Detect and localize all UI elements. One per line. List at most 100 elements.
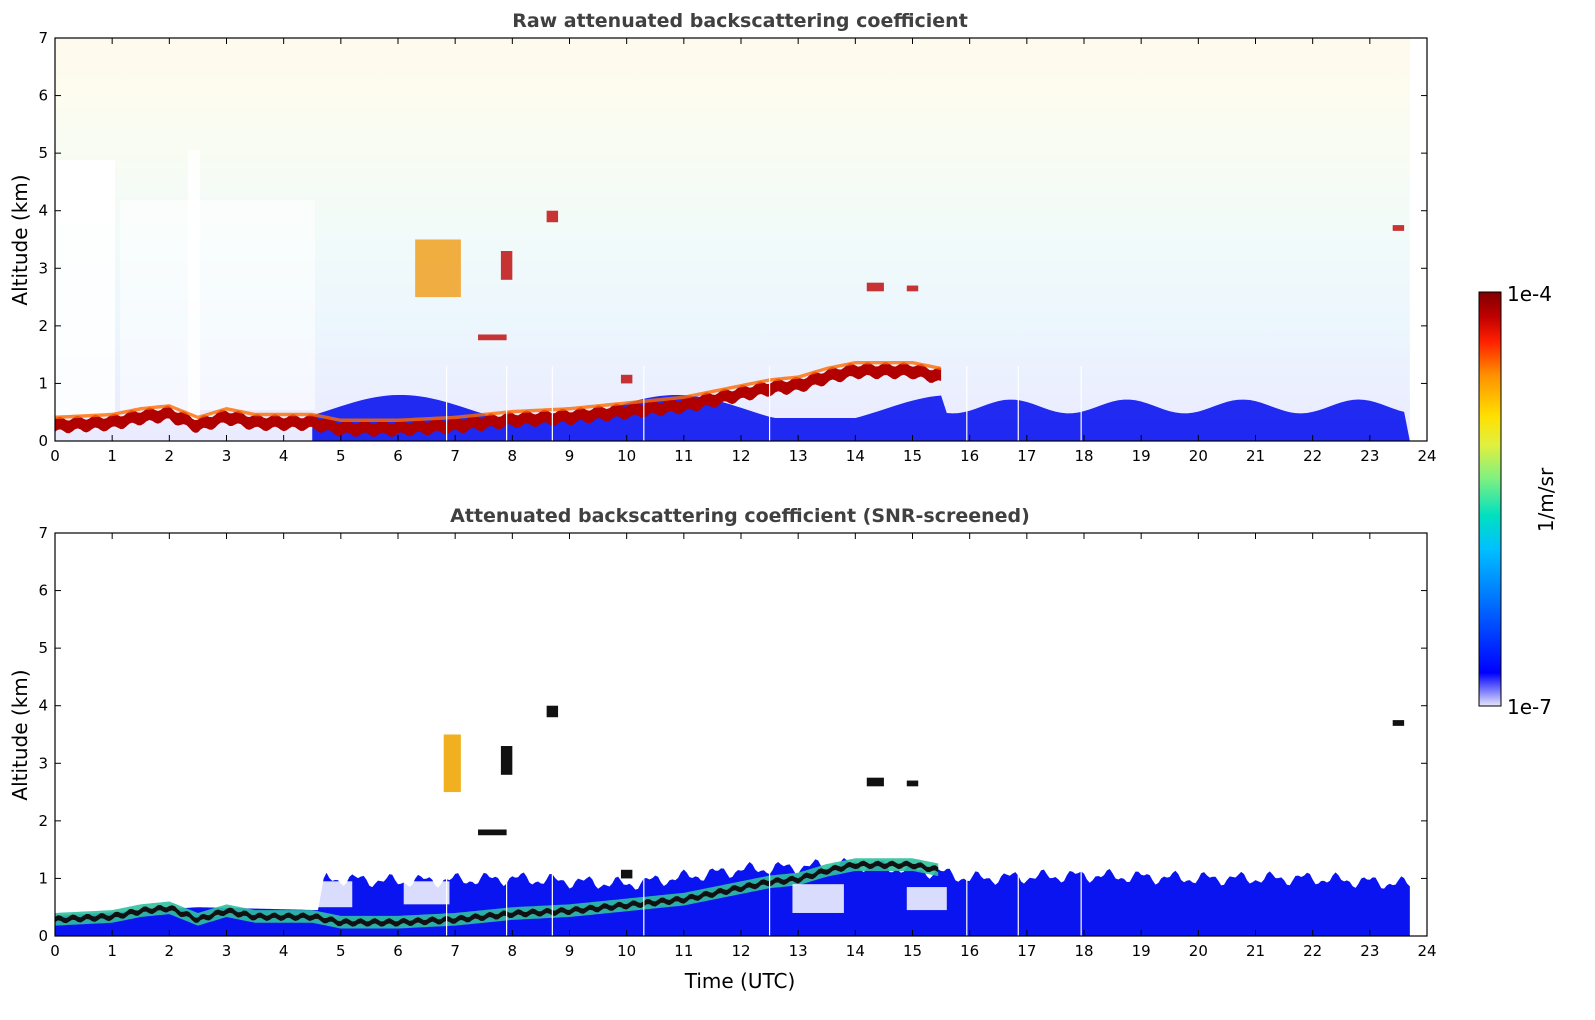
- x-tick-label: 17: [1017, 447, 1036, 465]
- raw-elevated-feature: [906, 285, 919, 292]
- screened-elevated-feature: [478, 829, 507, 836]
- raw-elevated-feature: [500, 251, 513, 280]
- x-tick-label: 11: [674, 447, 693, 465]
- raw-early-clear-region: [55, 160, 115, 415]
- y-tick-label: 1: [38, 869, 48, 887]
- x-tick-label: 17: [1017, 942, 1036, 960]
- screened-elevated-feature: [866, 777, 884, 787]
- raw-boundary-layer-top: [55, 362, 942, 437]
- x-tick-label: 4: [279, 447, 289, 465]
- x-tick-label: 2: [165, 942, 175, 960]
- x-tick-label: 22: [1303, 447, 1322, 465]
- x-tick-label: 6: [393, 447, 403, 465]
- y-tick-label: 5: [38, 144, 48, 162]
- x-tick-label: 20: [1189, 942, 1208, 960]
- screened-aerosol-layer: [55, 857, 1410, 936]
- x-tick-label: 12: [731, 942, 750, 960]
- y-tick-label: 4: [38, 202, 48, 220]
- x-tick-label: 4: [279, 942, 289, 960]
- x-tick-label: 8: [508, 447, 518, 465]
- x-tick-label: 0: [50, 447, 60, 465]
- raw-panel-title: Raw attenuated backscattering coefficien…: [512, 10, 968, 32]
- colorbar-max-label: 1e-4: [1507, 282, 1552, 306]
- y-tick-label: 6: [38, 87, 48, 105]
- screened-hole: [906, 887, 947, 911]
- y-tick-label: 6: [38, 582, 48, 600]
- screened-elevated-feature: [1392, 720, 1405, 726]
- screened-elevated-feature: [546, 705, 559, 718]
- raw-y-axis-label: Altitude (km): [8, 174, 32, 305]
- screened-heatmap-field: [55, 705, 1410, 936]
- x-tick-label: 24: [1417, 447, 1436, 465]
- screened-panel-title: Attenuated backscattering coefficient (S…: [450, 505, 1030, 527]
- raw-heatmap-field: [55, 38, 1427, 441]
- y-tick-label: 7: [38, 29, 48, 47]
- raw-elevated-feature: [415, 239, 461, 298]
- y-tick-label: 5: [38, 639, 48, 657]
- y-tick-label: 0: [38, 927, 48, 945]
- y-tick-label: 3: [38, 754, 48, 772]
- raw-backscatter-panel: Raw attenuated backscattering coefficien…: [8, 10, 1437, 465]
- raw-gap-band: [188, 150, 200, 420]
- x-tick-label: 6: [393, 942, 403, 960]
- raw-surface-band: [312, 394, 1410, 441]
- x-tick-label: 18: [1074, 942, 1093, 960]
- raw-elevated-feature: [546, 210, 559, 223]
- raw-elevated-feature: [620, 374, 633, 384]
- y-tick-label: 1: [38, 374, 48, 392]
- screened-boundary-layer-halo: [55, 858, 939, 929]
- x-axis-label: Time (UTC): [684, 969, 796, 993]
- raw-elevated-feature: [1392, 225, 1405, 231]
- x-tick-label: 23: [1360, 447, 1379, 465]
- x-tick-label: 20: [1189, 447, 1208, 465]
- y-tick-label: 2: [38, 317, 48, 335]
- x-tick-label: 23: [1360, 942, 1379, 960]
- x-tick-label: 12: [731, 447, 750, 465]
- y-tick-label: 2: [38, 812, 48, 830]
- x-tick-label: 24: [1417, 942, 1436, 960]
- raw-elevated-feature: [866, 282, 884, 292]
- screened-hole: [306, 881, 353, 908]
- x-tick-label: 19: [1132, 942, 1151, 960]
- x-tick-label: 11: [674, 942, 693, 960]
- x-tick-label: 15: [903, 942, 922, 960]
- x-tick-label: 1: [107, 942, 117, 960]
- x-tick-label: 16: [960, 942, 979, 960]
- raw-low-signal-region: [120, 200, 315, 410]
- x-tick-label: 13: [789, 447, 808, 465]
- x-tick-label: 7: [450, 447, 460, 465]
- y-tick-label: 4: [38, 697, 48, 715]
- x-tick-label: 5: [336, 942, 346, 960]
- x-tick-label: 19: [1132, 447, 1151, 465]
- x-tick-label: 2: [165, 447, 175, 465]
- screened-elevated-feature: [443, 734, 461, 793]
- raw-no-data-region: [1409, 38, 1427, 441]
- x-tick-label: 5: [336, 447, 346, 465]
- x-tick-label: 8: [508, 942, 518, 960]
- y-tick-label: 0: [38, 432, 48, 450]
- x-tick-label: 10: [617, 942, 636, 960]
- screened-hole: [792, 884, 844, 913]
- x-tick-label: 13: [789, 942, 808, 960]
- y-tick-label: 7: [38, 524, 48, 542]
- x-tick-label: 21: [1246, 447, 1265, 465]
- screened-y-axis-label: Altitude (km): [8, 669, 32, 800]
- x-tick-label: 14: [846, 942, 865, 960]
- colorbar: 1e-4 1e-7 1/m/sr: [1478, 282, 1558, 719]
- screened-hole: [403, 881, 450, 905]
- x-tick-label: 16: [960, 447, 979, 465]
- colorbar-min-label: 1e-7: [1507, 695, 1552, 719]
- x-tick-label: 9: [565, 447, 575, 465]
- screened-elevated-feature: [906, 780, 919, 787]
- screened-data-marks: [55, 705, 1410, 936]
- x-tick-label: 7: [450, 942, 460, 960]
- x-tick-label: 3: [222, 942, 232, 960]
- x-tick-label: 0: [50, 942, 60, 960]
- raw-axis-ticks: 0 1 2 3 4 5 6 7 8 9 10 11 12 13 14 15 16 17 18 19 20 21 22 23 24…: [38, 29, 1436, 465]
- raw-data-marks: [55, 38, 1427, 441]
- raw-elevated-feature: [478, 334, 507, 341]
- screened-axis-ticks: 0 1 2 3 4 5 6 7 8 9 10 11 12 13 14 15 16 17 18 19 20 21 22 23 24…: [38, 524, 1436, 960]
- x-tick-label: 3: [222, 447, 232, 465]
- colorbar-unit-label: 1/m/sr: [1534, 467, 1558, 532]
